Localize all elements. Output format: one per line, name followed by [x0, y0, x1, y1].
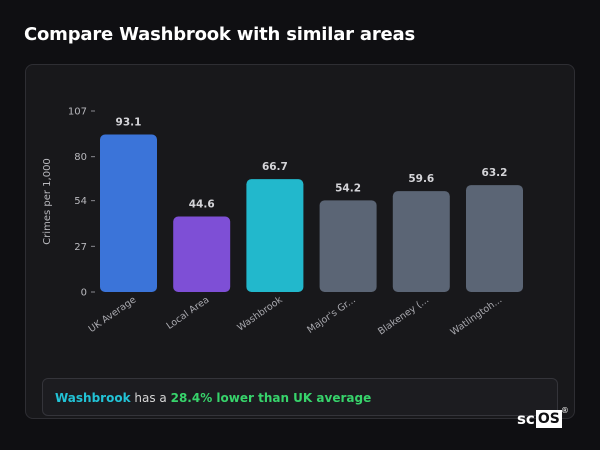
bar-value-label: 66.7: [262, 161, 288, 173]
summary-text: has a: [130, 391, 171, 405]
x-category-label: Major's Gr...: [305, 294, 358, 335]
bar: [392, 191, 450, 292]
y-tick-label: 54: [74, 196, 87, 207]
bar: [173, 216, 231, 292]
bar: [246, 179, 304, 292]
y-axis-label: Crimes per 1,000: [42, 158, 53, 245]
comparison-summary: Washbrook has a 28.4% lower than UK aver…: [42, 378, 558, 416]
bar-value-label: 54.2: [335, 182, 361, 194]
y-tick-label: 80: [74, 152, 87, 163]
bar: [100, 134, 157, 292]
x-category-label: UK Average: [87, 294, 139, 335]
x-category-label: Washbrook: [235, 294, 285, 333]
summary-area-name: Washbrook: [55, 391, 131, 405]
y-tick-label: 107: [68, 107, 87, 118]
bar-value-label: 44.6: [189, 199, 215, 211]
chart-card: Crimes per 1,000 0 27 54 80 107 93.1 UK Average…: [25, 64, 575, 419]
x-category-label: Blakeney (...: [376, 294, 431, 337]
bar-value-label: 63.2: [482, 167, 508, 179]
x-category-label: Watlingtoh...: [449, 294, 505, 338]
bar-value-label: 93.1: [116, 117, 142, 129]
x-category-label: Local Area: [165, 294, 212, 331]
bar: [319, 200, 377, 292]
registered-mark: ®: [560, 406, 569, 415]
brand-logo-text: sc: [517, 410, 535, 428]
y-tick-label: 0: [81, 288, 87, 299]
bar: [466, 185, 523, 292]
y-tick-label: 27: [74, 242, 87, 253]
bar-chart: Crimes per 1,000 0 27 54 80 107 93.1 UK Average…: [42, 107, 523, 338]
summary-difference: 28.4% lower than UK average: [170, 391, 372, 405]
page-title: Compare Washbrook with similar areas: [24, 24, 415, 45]
brand-logo: sc OS ®: [517, 406, 569, 430]
brand-logo-highlight: OS: [535, 410, 562, 428]
bar-value-label: 59.6: [408, 173, 434, 185]
